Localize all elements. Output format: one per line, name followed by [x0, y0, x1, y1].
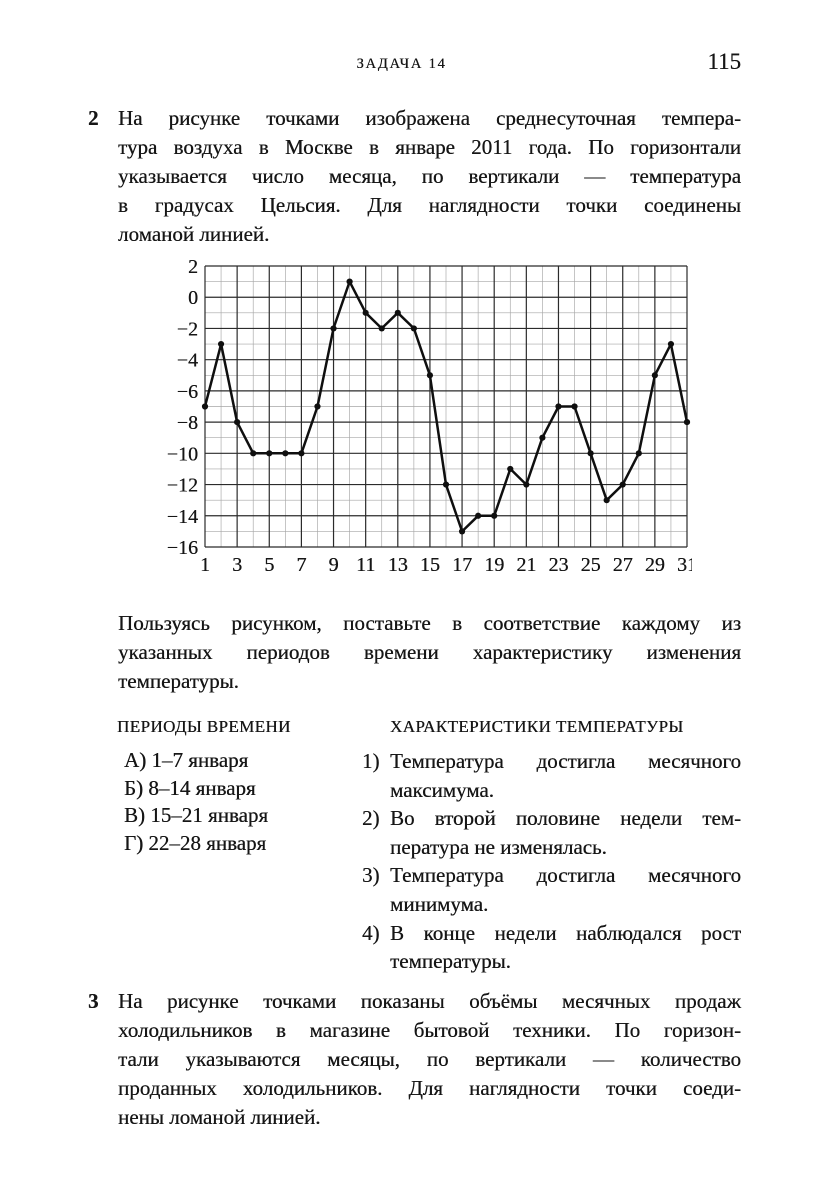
text-line: ломаной линией.: [118, 222, 270, 246]
svg-text:9: 9: [329, 554, 339, 576]
svg-text:13: 13: [388, 554, 408, 576]
problem-2-text: На рисунке точками изображена среднесуто…: [118, 104, 741, 249]
text-line: Пользуясь рисунком, поставьте в соответс…: [118, 611, 741, 635]
svg-text:27: 27: [613, 554, 633, 576]
svg-text:17: 17: [452, 554, 472, 576]
svg-text:7: 7: [296, 554, 306, 576]
text-line: Во второй половине недели тем-: [390, 806, 741, 831]
svg-text:2: 2: [188, 260, 198, 278]
text-line: тали указываются месяцы, по вертикали — …: [118, 1046, 741, 1071]
text-line: температуры.: [118, 669, 239, 693]
svg-text:−8: −8: [177, 412, 198, 434]
characteristics-list: 1) Температура достигла месячного максимум…: [362, 747, 741, 976]
svg-text:−6: −6: [177, 381, 198, 403]
svg-text:25: 25: [581, 554, 601, 576]
svg-text:11: 11: [356, 554, 375, 576]
text-line: нены ломаной линией.: [118, 1104, 321, 1129]
matching-section: ПЕРИОДЫ ВРЕМЕНИ А) 1–7 января Б) 8–14 янв…: [88, 717, 741, 976]
characteristics-column: ХАРАКТЕРИСТИКИ ТЕМПЕРАТУРЫ 1) Температура…: [362, 717, 741, 976]
svg-text:−16: −16: [167, 537, 198, 559]
period-item: Б) 8–14 января: [124, 775, 256, 800]
characteristic-item: 1) Температура достигла месячного максимум…: [362, 747, 741, 804]
text-line: проданных холодильников. Для наглядности…: [118, 1075, 741, 1100]
periods-header: ПЕРИОДЫ ВРЕМЕНИ: [117, 717, 291, 736]
period-item: Г) 22–28 января: [124, 830, 267, 855]
problem-2: 2 На рисунке точками изображена среднесу…: [88, 104, 741, 249]
characteristic-number: 1): [362, 749, 380, 773]
svg-text:−2: −2: [177, 318, 198, 340]
grid-minor: [205, 266, 687, 547]
text-line: Температура достигла месячного: [390, 863, 741, 888]
svg-text:−10: −10: [167, 443, 198, 465]
temperature-line-chart-svg: 20−2−4−6−8−10−12−14−161 3 5 7 9 11 13 15 17 19 21 2…: [167, 256, 697, 576]
text-line: Температура достигла месячного: [390, 749, 741, 773]
text-line: максимума.: [390, 777, 494, 802]
svg-text:23: 23: [548, 554, 568, 576]
characteristic-item: 4) В конце недели наблюдался рост температ…: [362, 919, 741, 976]
characteristic-item: 3) Температура достигла месячного минимума…: [362, 861, 741, 918]
text-line: пература не изменялась.: [390, 834, 607, 859]
temperature-data-points: [201, 278, 691, 535]
axis-tick-labels: 20−2−4−6−8−10−12−14−161 3 5 7 9 11 13 15 17 19 21 2…: [167, 256, 697, 576]
temperature-chart: 2 0 −2 −4 −6 −8 −10 −12 −14 −16 1 3 5 7 9 11 13 15 17 19 21 2…: [155, 256, 741, 585]
svg-text:29: 29: [645, 554, 665, 576]
svg-text:−4: −4: [177, 350, 198, 372]
problem-2-number: 2: [88, 106, 99, 130]
running-header: ЗАДАЧА 14 115: [88, 49, 741, 76]
svg-text:1: 1: [200, 554, 210, 576]
period-item: В) 15–21 января: [124, 803, 269, 827]
running-header-title: ЗАДАЧА 14: [356, 56, 447, 72]
text-line: минимума.: [390, 891, 489, 916]
svg-text:15: 15: [420, 554, 440, 576]
svg-text:−12: −12: [167, 475, 198, 497]
characteristic-number: 2): [362, 806, 380, 831]
problem-3-number: 3: [88, 988, 99, 1013]
instruction-text: Пользуясь рисунком, поставьте в соответс…: [88, 609, 741, 696]
problem-3: 3 На рисунке точками показаны объёмы мес…: [88, 987, 741, 1132]
text-line: На рисунке точками показаны объёмы месяч…: [118, 988, 741, 1013]
svg-text:5: 5: [264, 554, 274, 576]
text-line: в градусах Цельсия. Для наглядности точк…: [118, 193, 741, 217]
text-line: На рисунке точками изображена среднесуто…: [118, 106, 741, 130]
characteristics-header: ХАРАКТЕРИСТИКИ ТЕМПЕРАТУРЫ: [390, 717, 684, 736]
characteristic-number: 3): [362, 863, 380, 888]
svg-text:3: 3: [232, 554, 242, 576]
text-line: указанных периодов времени характеристик…: [118, 640, 741, 664]
text-line: тура воздуха в Москве в январе 2011 года…: [118, 135, 741, 159]
problem-3-text: На рисунке точками показаны объёмы месяч…: [118, 987, 741, 1132]
text-line: В конце недели наблюдался рост: [390, 920, 741, 945]
characteristic-number: 4): [362, 920, 380, 945]
characteristic-item: 2) Во второй половине недели тем-пература…: [362, 804, 741, 861]
page-number: 115: [707, 49, 741, 74]
text-line: температуры.: [390, 949, 511, 974]
svg-text:19: 19: [484, 554, 504, 576]
svg-text:−14: −14: [167, 506, 198, 528]
text-line: указывается число месяца, по вертикали —…: [118, 164, 741, 188]
text-line: холодильников в магазине бытовой техники…: [118, 1017, 741, 1042]
svg-text:0: 0: [188, 287, 198, 309]
periods-list: А) 1–7 января Б) 8–14 января В) 15–21 янва…: [117, 747, 362, 857]
period-item: А) 1–7 января: [124, 748, 249, 772]
svg-text:31: 31: [677, 554, 692, 576]
svg-text:21: 21: [516, 554, 536, 576]
periods-column: ПЕРИОДЫ ВРЕМЕНИ А) 1–7 января Б) 8–14 янв…: [117, 717, 362, 976]
